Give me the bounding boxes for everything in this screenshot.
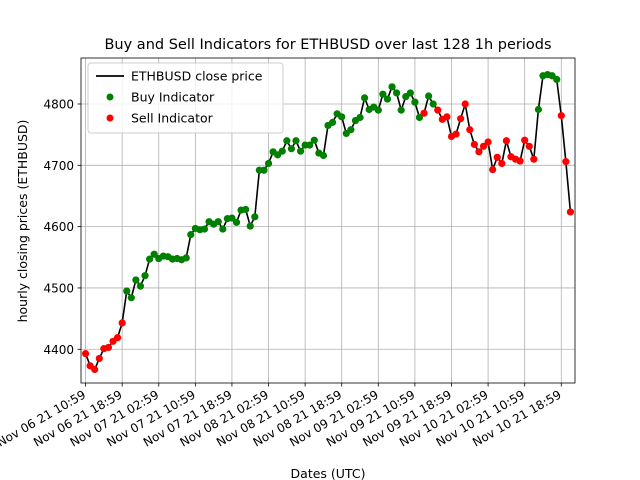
y-tick-label: 4600 bbox=[43, 220, 74, 234]
buy-indicator-point bbox=[292, 137, 300, 145]
buy-indicator-point bbox=[429, 100, 437, 108]
buy-indicator-point bbox=[310, 136, 318, 144]
sell-indicator-point bbox=[484, 138, 492, 146]
sell-indicator-point bbox=[113, 334, 122, 342]
buy-indicator-point bbox=[287, 145, 296, 153]
buy-indicator-point bbox=[127, 294, 135, 302]
buy-indicator-point bbox=[150, 250, 158, 258]
y-axis-ticks: 4400 4500 4600 4700 4800 bbox=[43, 97, 81, 357]
buy-indicator-point bbox=[356, 113, 364, 122]
y-tick-label: 4400 bbox=[43, 343, 74, 357]
y-tick-label: 4800 bbox=[43, 97, 74, 111]
legend: ETHBUSD close price Buy Indicator Sell I… bbox=[87, 62, 284, 134]
sell-indicator-point bbox=[91, 365, 99, 374]
buy-indicator-point bbox=[219, 225, 227, 233]
buy-indicator-point bbox=[187, 231, 195, 239]
sell-indicator-point bbox=[498, 159, 506, 168]
buy-indicator-point bbox=[388, 83, 396, 91]
buy-indicator-point bbox=[425, 92, 433, 100]
sell-indicator-point bbox=[104, 343, 113, 352]
buy-indicator-point bbox=[246, 222, 254, 230]
sell-indicator-point bbox=[502, 137, 510, 145]
buy-indicator-point bbox=[383, 95, 392, 103]
buy-indicator-point bbox=[242, 205, 250, 214]
sell-indicator-point bbox=[95, 354, 103, 363]
chart-title: Buy and Sell Indicators for ETHBUSD over… bbox=[104, 37, 551, 53]
buy-indicator-point bbox=[338, 113, 346, 121]
buy-indicator-point bbox=[232, 218, 241, 226]
legend-label-close-price: ETHBUSD close price bbox=[131, 69, 263, 84]
buy-indicator-point bbox=[406, 89, 414, 97]
legend-buy-swatch bbox=[106, 93, 114, 101]
sell-indicator-point bbox=[470, 140, 478, 149]
buy-indicator-point bbox=[379, 90, 387, 98]
buy-indicator-point bbox=[296, 147, 305, 155]
sell-indicator-point bbox=[461, 100, 469, 108]
sell-indicator-point bbox=[525, 142, 533, 150]
sell-indicator-point bbox=[530, 155, 538, 163]
sell-indicator-point bbox=[81, 349, 90, 358]
y-tick-label: 4700 bbox=[43, 159, 74, 173]
sell-indicator-point bbox=[493, 153, 501, 161]
sell-indicator-point bbox=[118, 319, 126, 327]
buy-indicator-point bbox=[214, 218, 222, 226]
sell-indicator-point bbox=[479, 142, 488, 150]
buy-indicator-point bbox=[264, 159, 273, 168]
sell-indicator-point bbox=[457, 115, 465, 123]
sell-indicator-point bbox=[521, 136, 529, 144]
buy-indicator-point bbox=[146, 255, 154, 263]
buy-indicator-point bbox=[200, 225, 209, 233]
buy-indicator-point bbox=[141, 272, 149, 280]
buy-indicator-point bbox=[411, 98, 419, 106]
sell-indicator-point bbox=[443, 113, 451, 121]
y-tick-label: 4500 bbox=[43, 281, 74, 295]
plot-area-frame bbox=[80, 57, 576, 384]
sell-indicator-point bbox=[475, 148, 483, 156]
buy-indicator-point bbox=[278, 147, 286, 155]
sell-indicator-point bbox=[557, 112, 565, 120]
buy-indicator-point bbox=[306, 141, 314, 149]
legend-label-sell: Sell Indicator bbox=[131, 111, 214, 126]
buy-indicator-point bbox=[319, 151, 328, 160]
buy-indicator-point bbox=[397, 106, 405, 114]
buy-indicator-point bbox=[182, 254, 190, 262]
sell-indicator-point bbox=[466, 126, 474, 134]
buy-indicator-point bbox=[328, 118, 337, 126]
sell-indicator-point bbox=[566, 208, 575, 216]
y-axis-label: hourly closing prices (ETHBUSD) bbox=[15, 120, 30, 323]
buy-indicator-point bbox=[136, 282, 145, 290]
buy-indicator-point bbox=[360, 94, 369, 102]
sell-indicator-point bbox=[489, 166, 497, 174]
buy-indicator-point bbox=[132, 276, 140, 284]
buy-indicator-point bbox=[534, 105, 543, 114]
sell-indicator-point bbox=[434, 106, 442, 114]
buy-indicator-point bbox=[374, 106, 382, 114]
buy-indicator-point bbox=[393, 89, 401, 97]
buy-indicator-point bbox=[347, 126, 355, 134]
buy-indicator-point bbox=[260, 166, 268, 174]
sell-indicator-point bbox=[452, 130, 460, 138]
legend-sell-swatch bbox=[106, 114, 114, 122]
buy-indicator-point bbox=[415, 113, 424, 122]
legend-box bbox=[87, 62, 284, 134]
sell-indicator-point bbox=[562, 158, 570, 166]
buy-indicator-point bbox=[283, 137, 291, 145]
sell-indicator-point bbox=[516, 157, 524, 165]
buy-indicator-point bbox=[228, 214, 236, 222]
sell-indicator-point bbox=[420, 109, 428, 117]
buy-indicator-point bbox=[553, 75, 561, 84]
marker-layer bbox=[81, 70, 575, 374]
x-axis-label: Dates (UTC) bbox=[291, 466, 366, 480]
legend-label-buy: Buy Indicator bbox=[131, 90, 215, 105]
buy-indicator-point bbox=[123, 287, 131, 295]
buy-indicator-point bbox=[251, 213, 259, 221]
